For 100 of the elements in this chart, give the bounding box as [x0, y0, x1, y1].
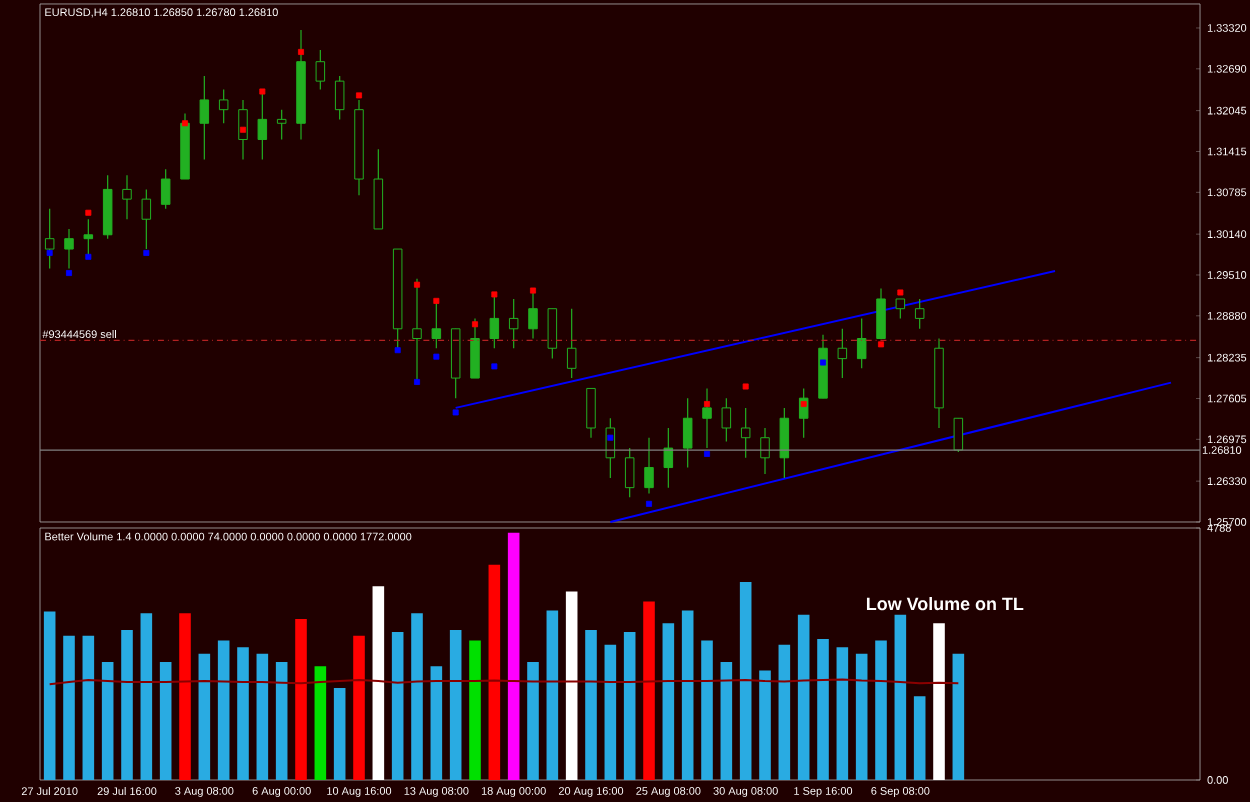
point	[646, 500, 652, 507]
bar	[333, 687, 346, 780]
candlestick	[276, 109, 287, 141]
bar	[585, 630, 597, 780]
bar	[101, 662, 114, 780]
candlestick	[566, 308, 577, 379]
bar	[875, 640, 887, 780]
candlestick	[760, 427, 770, 475]
candlestick	[682, 397, 693, 469]
candlestick	[740, 407, 751, 459]
bar	[643, 601, 655, 780]
bar	[913, 696, 926, 780]
point	[491, 291, 498, 298]
point	[878, 341, 884, 348]
point	[143, 249, 150, 256]
point	[742, 383, 749, 390]
candlestick	[856, 317, 867, 369]
point	[66, 270, 72, 277]
point	[414, 378, 420, 385]
candlestick	[412, 278, 422, 386]
point	[452, 409, 459, 416]
bar	[353, 635, 365, 780]
candlestick	[663, 427, 674, 489]
bar	[430, 666, 443, 780]
point	[85, 253, 92, 260]
candlestick	[528, 291, 538, 340]
bar	[237, 647, 249, 780]
bar	[411, 613, 423, 780]
point	[356, 92, 362, 99]
point	[607, 434, 614, 441]
candlestick	[431, 298, 442, 349]
bar	[701, 640, 713, 780]
point	[414, 281, 420, 288]
candlestick	[914, 298, 925, 330]
candlestick	[837, 328, 848, 379]
bar	[314, 666, 327, 780]
bar	[391, 632, 404, 780]
bar	[372, 586, 385, 780]
candlestick	[895, 298, 906, 320]
bar	[217, 640, 230, 780]
point	[46, 249, 53, 256]
candlestick	[470, 317, 480, 379]
bar	[82, 635, 95, 780]
bar	[894, 614, 907, 780]
bar	[855, 653, 868, 780]
candlestick	[141, 188, 152, 250]
candlestick	[876, 288, 886, 340]
point	[704, 450, 710, 457]
point	[259, 88, 266, 95]
candlestick	[257, 88, 268, 161]
candlestick	[64, 228, 74, 270]
bar	[759, 670, 771, 780]
bar	[507, 532, 520, 780]
bar	[179, 613, 191, 780]
bar	[449, 630, 462, 780]
candlestick	[160, 168, 171, 210]
candlestick	[702, 387, 712, 449]
bar	[198, 653, 211, 780]
point	[800, 401, 807, 407]
candlestick	[102, 174, 113, 240]
bar	[275, 662, 288, 780]
point	[433, 297, 440, 304]
point	[530, 287, 536, 294]
candlestick	[624, 447, 635, 498]
bar	[256, 653, 269, 780]
bar	[604, 644, 617, 780]
bar	[121, 630, 133, 780]
point	[704, 401, 710, 407]
candlestick	[122, 174, 132, 220]
candlestick	[644, 437, 654, 495]
bar	[623, 632, 636, 780]
bar	[952, 653, 965, 780]
candlestick	[44, 208, 55, 270]
candlestick	[721, 397, 732, 443]
bar	[527, 662, 539, 780]
point	[85, 209, 92, 216]
bar	[817, 638, 829, 780]
point	[472, 321, 478, 328]
candlestick	[315, 49, 326, 91]
point	[433, 353, 440, 360]
bar	[546, 610, 559, 780]
bar	[295, 618, 307, 780]
point	[240, 126, 246, 133]
point	[491, 363, 498, 370]
bar	[63, 635, 75, 780]
bar	[662, 623, 675, 780]
candlestick	[547, 308, 558, 360]
candlestick	[489, 293, 500, 349]
bar	[797, 614, 810, 780]
bar	[159, 662, 172, 780]
bar	[739, 582, 752, 780]
annotation: Low Volume on TL	[866, 597, 1024, 611]
candlestick	[953, 417, 964, 453]
bar	[565, 591, 578, 780]
bar	[488, 564, 501, 780]
bar	[836, 647, 849, 780]
candlestick	[199, 75, 210, 161]
point	[182, 120, 188, 127]
point	[820, 359, 826, 366]
point	[897, 289, 904, 296]
